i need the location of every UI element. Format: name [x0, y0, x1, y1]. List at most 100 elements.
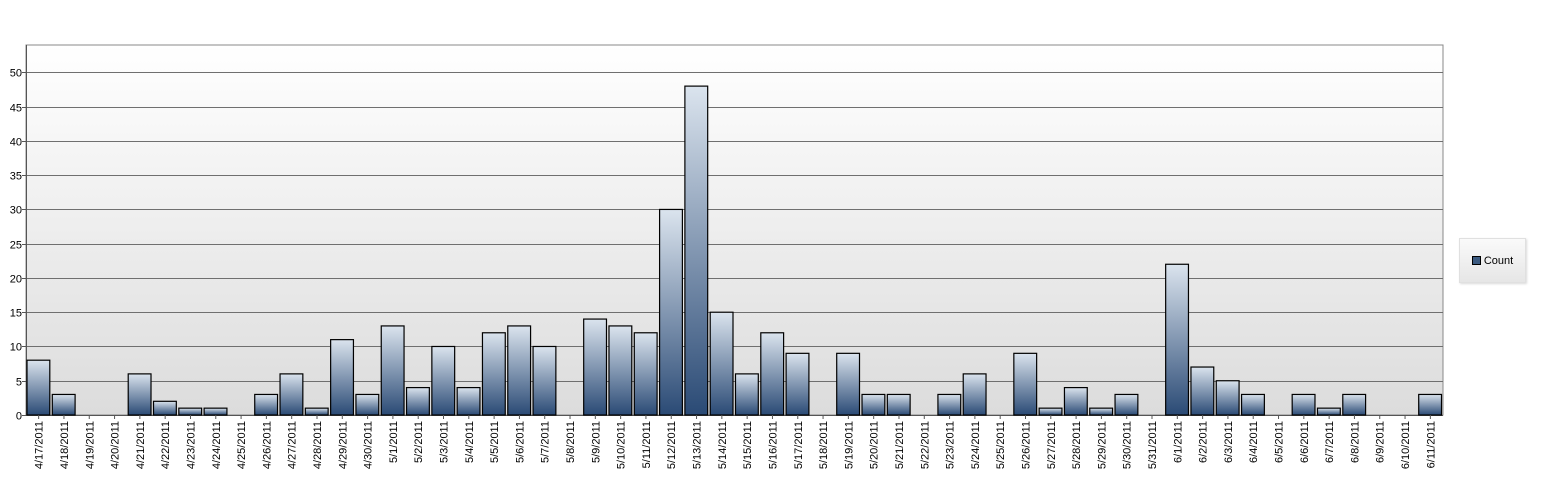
- x-tick-label: 4/25/2011: [236, 421, 248, 469]
- bar: [658, 208, 683, 416]
- bar: [178, 407, 203, 416]
- x-tick-label: 5/18/2011: [818, 421, 830, 469]
- y-tick-label: 25: [10, 240, 22, 252]
- x-tick-label: 6/8/2011: [1349, 421, 1361, 463]
- x-tick-label: 5/4/2011: [464, 421, 476, 463]
- x-tick-label: 4/22/2011: [160, 421, 172, 469]
- x-tick-label: 4/17/2011: [34, 421, 46, 469]
- bar: [203, 407, 228, 416]
- y-tick-label: 45: [10, 103, 22, 115]
- bar: [937, 393, 962, 416]
- x-tick-label: 4/19/2011: [84, 421, 96, 469]
- y-tick-label: 20: [10, 274, 22, 286]
- bar: [1063, 386, 1088, 416]
- x-tick-label: 4/24/2011: [211, 421, 223, 469]
- bar: [507, 325, 532, 416]
- bar: [962, 373, 987, 416]
- bar: [1291, 393, 1316, 416]
- x-tick-label: 4/27/2011: [287, 421, 299, 469]
- bar: [1316, 407, 1341, 416]
- y-tick-label: 50: [10, 68, 22, 80]
- x-tick-label: 5/29/2011: [1096, 421, 1108, 469]
- x-tick-label: 5/13/2011: [692, 421, 704, 469]
- x-tick-label: 5/8/2011: [565, 421, 577, 463]
- bar: [152, 400, 177, 416]
- x-tick-label: 5/17/2011: [793, 421, 805, 469]
- x-tick-label: 5/12/2011: [666, 421, 678, 469]
- bar: [279, 373, 304, 416]
- bar: [405, 386, 430, 416]
- bar: [583, 318, 608, 416]
- x-tick-label: 4/28/2011: [312, 421, 324, 469]
- x-tick-label: 5/30/2011: [1122, 421, 1134, 469]
- bar: [380, 325, 405, 416]
- bar: [633, 332, 658, 416]
- bar: [456, 386, 481, 416]
- legend-label: Count: [1483, 254, 1514, 267]
- x-tick-label: 5/20/2011: [869, 421, 881, 469]
- x-tick-label: 5/2/2011: [413, 421, 425, 463]
- x-tick-label: 4/21/2011: [135, 421, 147, 469]
- bar: [127, 373, 152, 416]
- x-tick-label: 5/31/2011: [1147, 421, 1159, 469]
- x-tick-label: 5/19/2011: [843, 421, 855, 469]
- bar: [532, 345, 557, 416]
- y-tick-label: 5: [16, 377, 22, 389]
- bar: [608, 325, 633, 416]
- x-tick-label: 6/10/2011: [1400, 421, 1412, 469]
- bar: [1089, 407, 1114, 416]
- x-tick-label: 4/18/2011: [59, 421, 71, 469]
- x-tick-label: 6/7/2011: [1324, 421, 1336, 463]
- bar: [51, 393, 76, 416]
- x-tick-label: 5/24/2011: [970, 421, 982, 469]
- bar: [861, 393, 886, 416]
- y-tick-label: 15: [10, 308, 22, 320]
- x-tick-label: 6/2/2011: [1198, 421, 1210, 463]
- x-tick-label: 5/25/2011: [995, 421, 1007, 469]
- x-tick-label: 5/15/2011: [742, 421, 754, 469]
- legend-swatch: [1471, 256, 1481, 265]
- bar: [304, 407, 329, 416]
- x-tick-label: 5/28/2011: [1071, 421, 1083, 469]
- bar: [886, 393, 911, 416]
- bar: [1418, 393, 1443, 416]
- x-tick-label: 5/3/2011: [439, 421, 451, 463]
- y-tick-label: 40: [10, 137, 22, 149]
- x-tick-label: 5/21/2011: [894, 421, 906, 469]
- bar: [26, 359, 51, 416]
- x-tick-label: 6/1/2011: [1172, 421, 1184, 463]
- y-tick-label: 30: [10, 205, 22, 217]
- bar: [481, 332, 506, 416]
- x-tick-label: 6/3/2011: [1223, 421, 1235, 463]
- x-tick-label: 5/10/2011: [616, 421, 628, 469]
- x-tick-label: 6/11/2011: [1425, 421, 1437, 468]
- x-tick-label: 4/30/2011: [363, 421, 375, 469]
- x-tick-label: 6/9/2011: [1375, 421, 1387, 463]
- x-tick-label: 5/6/2011: [514, 421, 526, 463]
- bar: [1215, 380, 1240, 416]
- x-tick-label: 5/16/2011: [767, 421, 779, 469]
- bar: [1240, 393, 1265, 416]
- x-tick-label: 5/26/2011: [1020, 421, 1032, 469]
- x-tick-label: 4/26/2011: [261, 421, 273, 469]
- x-tick-label: 5/22/2011: [919, 421, 931, 469]
- bar: [431, 345, 456, 416]
- y-tick-label: 0: [16, 411, 22, 423]
- x-tick-label: 6/4/2011: [1248, 421, 1260, 463]
- x-tick-label: 5/14/2011: [717, 421, 729, 469]
- bar: [330, 339, 355, 416]
- bar: [1013, 352, 1038, 416]
- bar: [1038, 407, 1063, 416]
- x-tick-label: 5/11/2011: [641, 421, 653, 468]
- x-tick-label: 6/5/2011: [1274, 421, 1286, 463]
- x-tick-label: 5/7/2011: [540, 421, 552, 463]
- bar: [1165, 263, 1190, 416]
- bar: [684, 85, 709, 416]
- bar: [734, 373, 759, 416]
- bar: [254, 393, 279, 416]
- x-tick-label: 5/1/2011: [388, 421, 400, 463]
- x-tick-label: 4/20/2011: [110, 421, 122, 469]
- x-tick-label: 5/23/2011: [945, 421, 957, 469]
- bar: [1114, 393, 1139, 416]
